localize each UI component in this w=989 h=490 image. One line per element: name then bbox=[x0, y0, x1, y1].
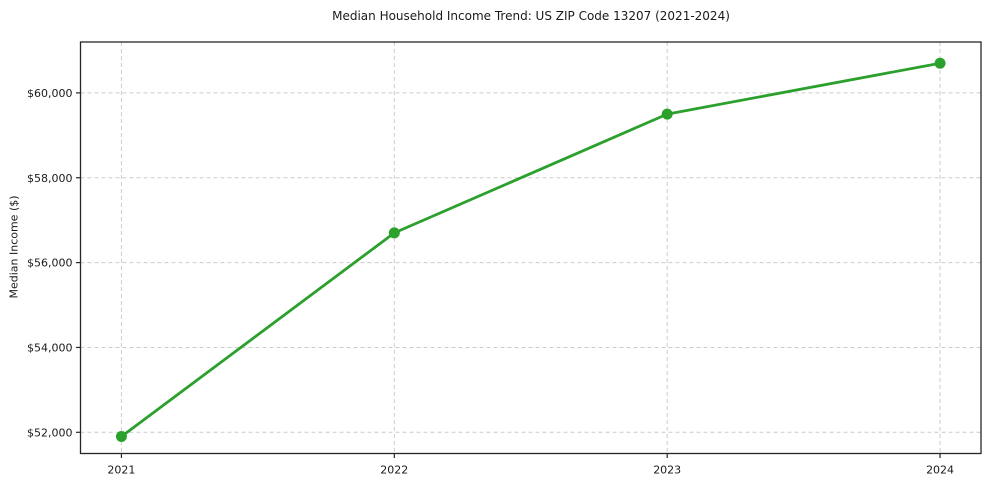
y-tick-label: $54,000 bbox=[27, 341, 73, 354]
data-point-marker bbox=[388, 227, 400, 239]
data-point-marker bbox=[934, 57, 946, 69]
x-tick-label: 2023 bbox=[653, 464, 681, 477]
data-point-marker bbox=[661, 108, 673, 120]
x-tick-label: 2022 bbox=[380, 464, 408, 477]
x-tick-label: 2021 bbox=[107, 464, 135, 477]
y-tick-label: $58,000 bbox=[27, 172, 73, 185]
x-tick-label: 2024 bbox=[926, 464, 954, 477]
y-tick-label: $60,000 bbox=[27, 87, 73, 100]
y-tick-label: $52,000 bbox=[27, 426, 73, 439]
chart-title: Median Household Income Trend: US ZIP Co… bbox=[332, 9, 730, 23]
data-point-marker bbox=[115, 431, 127, 443]
trend-line bbox=[120, 61, 942, 438]
y-tick-label: $56,000 bbox=[27, 257, 73, 270]
axes-frame bbox=[79, 41, 982, 455]
